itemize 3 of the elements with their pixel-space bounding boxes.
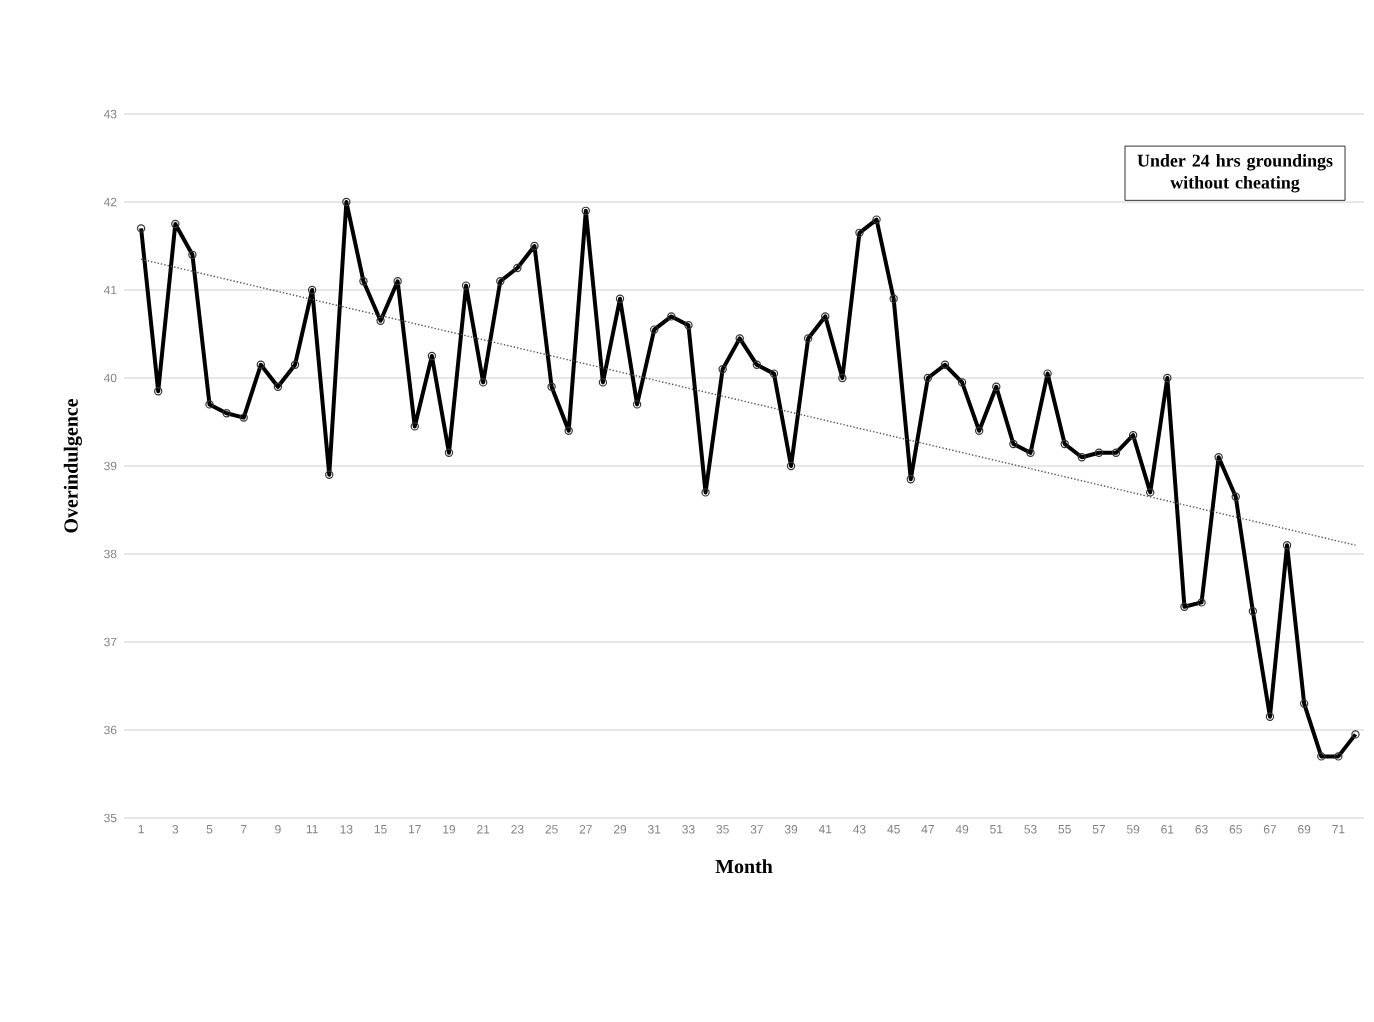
y-axis-title: Overindulgence — [63, 398, 82, 533]
x-axis-title: Month — [715, 859, 773, 874]
annotation: Under 24 hrs groundings without cheating — [1137, 154, 1333, 193]
